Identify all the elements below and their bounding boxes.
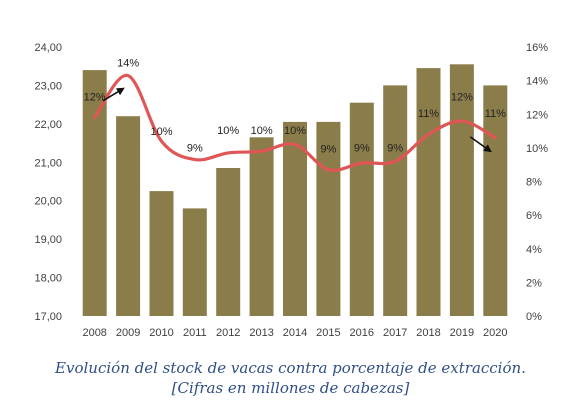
- y-right-tick: 16%: [526, 42, 548, 54]
- data-label-2015: 9%: [320, 144, 336, 156]
- bar-2020: [483, 85, 508, 317]
- bar-2014: [283, 121, 307, 317]
- data-label-2019: 12%: [451, 91, 473, 103]
- bar-2012: [216, 168, 241, 316]
- x-tick-2011: 2011: [183, 327, 207, 339]
- x-tick-2018: 2018: [416, 327, 440, 339]
- data-label-2018: 11%: [418, 108, 439, 120]
- bar-2009: [116, 116, 141, 316]
- bars-layer: [82, 64, 508, 317]
- x-tick-2015: 2015: [316, 327, 340, 339]
- bar-2013: [249, 137, 274, 316]
- trend-arrow-2: [469, 136, 492, 153]
- x-tick-2014: 2014: [283, 327, 307, 339]
- y-left-tick: 22,00: [34, 119, 62, 131]
- data-label-2013: 10%: [251, 125, 273, 137]
- x-tick-2017: 2017: [383, 327, 407, 339]
- data-label-2020: 11%: [485, 108, 506, 120]
- trend-arrow-1: [102, 87, 125, 102]
- y-right-tick: 6%: [526, 210, 542, 222]
- x-tick-2012: 2012: [216, 327, 240, 339]
- y-left-tick: 18,00: [34, 273, 62, 285]
- x-tick-2016: 2016: [350, 327, 374, 339]
- x-tick-2010: 2010: [149, 327, 173, 339]
- data-labels-layer: 12% 14% 10% 9% 10% 10% 10% 9% 9% 9% 11% 12% 11%: [84, 58, 506, 156]
- y-right-tick: 4%: [526, 244, 542, 256]
- bar-2011: [182, 208, 207, 316]
- extraction-line: [93, 73, 497, 172]
- y-right-tick: 10%: [526, 143, 548, 155]
- axis-layer: 17,00 18,00 19,00 20,00 21,00 22,00 23,00 24,00…: [34, 42, 548, 339]
- data-label-2011: 9%: [187, 143, 203, 155]
- x-tick-2020: 2020: [483, 327, 507, 339]
- chart: 12% 14% 10% 9% 10% 10% 10% 9% 9% 9% 11% 12% 11% 17,0…: [34, 42, 548, 339]
- y-left-tick: 19,00: [34, 234, 62, 246]
- bar-2016: [349, 102, 374, 316]
- x-tick-2013: 2013: [249, 327, 273, 339]
- data-label-2016: 9%: [354, 143, 370, 155]
- bar-2008: [82, 70, 107, 316]
- y-right-tick: 14%: [526, 76, 548, 88]
- caption-line-2: [Cifras en millones de cabezas]: [171, 379, 410, 397]
- y-left-tick: 24,00: [34, 42, 62, 54]
- data-label-2017: 9%: [387, 143, 403, 155]
- bar-2010: [149, 191, 174, 316]
- data-label-2010: 10%: [150, 126, 172, 138]
- y-left-tick: 23,00: [34, 80, 62, 92]
- y-left-tick: 20,00: [34, 196, 62, 208]
- data-label-2012: 10%: [217, 125, 239, 137]
- chart-caption: Evolución del stock de vacas contra porc…: [0, 358, 581, 398]
- data-label-2009: 14%: [117, 58, 139, 70]
- x-tick-2009: 2009: [116, 327, 140, 339]
- data-label-2014: 10%: [284, 125, 306, 137]
- bar-2018: [416, 68, 441, 316]
- y-right-tick: 12%: [526, 109, 548, 121]
- data-label-2008: 12%: [84, 91, 106, 103]
- y-left-tick: 17,00: [34, 311, 62, 323]
- bar-2017: [383, 85, 408, 317]
- line-layer: [93, 73, 497, 172]
- bar-2015: [316, 121, 341, 317]
- x-tick-2019: 2019: [450, 327, 474, 339]
- bar-2019: [449, 64, 474, 316]
- y-right-tick: 8%: [526, 177, 542, 189]
- x-tick-2008: 2008: [82, 327, 106, 339]
- arrow-layer: [102, 87, 492, 153]
- y-right-tick: 2%: [526, 277, 542, 289]
- y-right-tick: 0%: [526, 311, 542, 323]
- y-left-tick: 21,00: [34, 157, 62, 169]
- caption-line-1: Evolución del stock de vacas contra porc…: [55, 359, 526, 377]
